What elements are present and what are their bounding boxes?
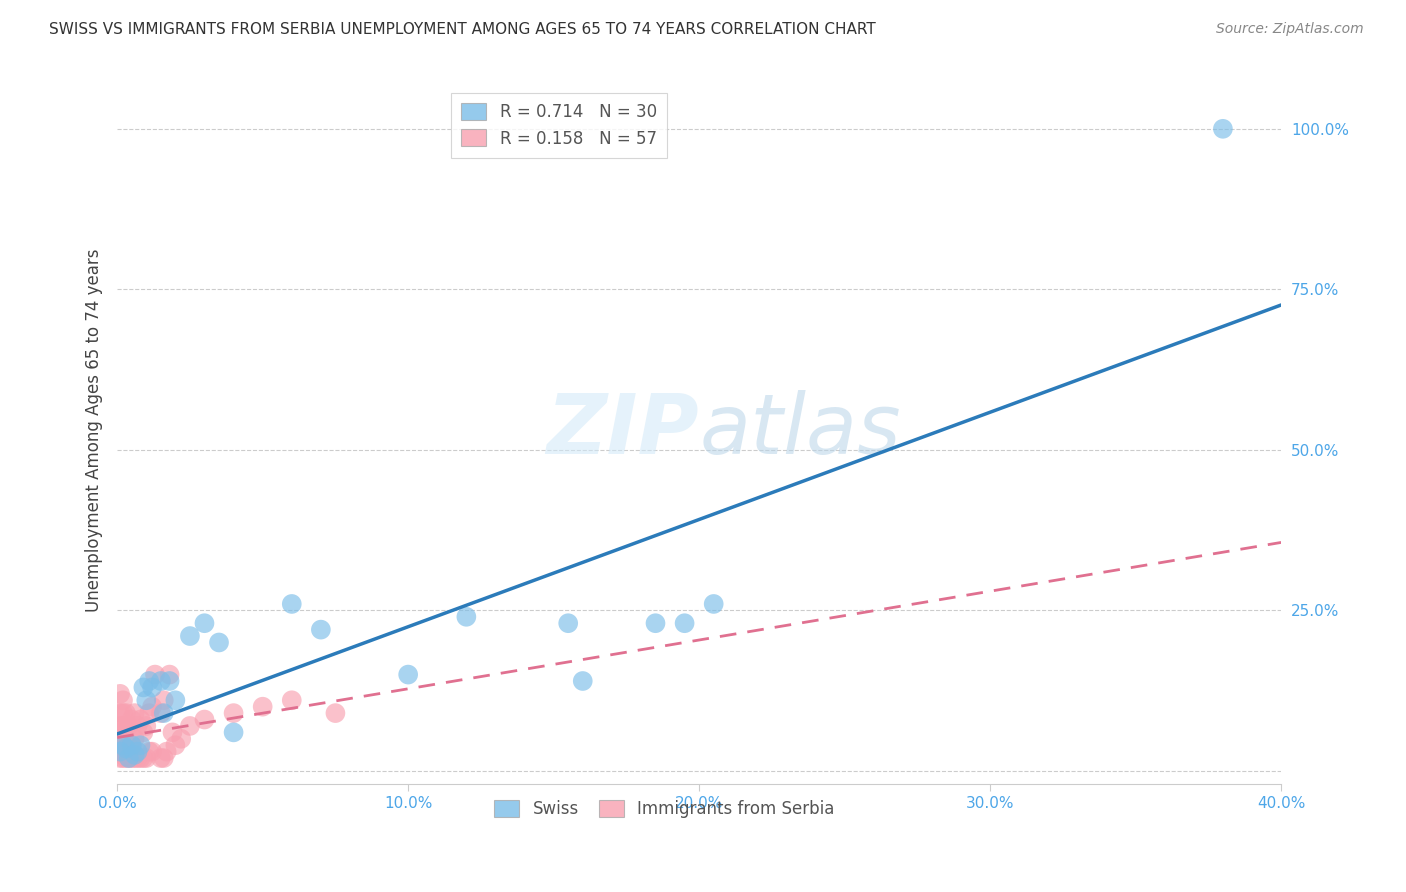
Point — [159, 673, 181, 688]
Point — [118, 738, 141, 752]
Point — [111, 719, 134, 733]
Point — [129, 713, 152, 727]
Point — [162, 725, 184, 739]
Point — [325, 706, 347, 720]
Point — [115, 731, 138, 746]
Point — [179, 629, 201, 643]
Point — [127, 751, 149, 765]
Point — [127, 719, 149, 733]
Y-axis label: Unemployment Among Ages 65 to 74 years: Unemployment Among Ages 65 to 74 years — [86, 249, 103, 612]
Point — [108, 751, 131, 765]
Point — [703, 597, 725, 611]
Point — [115, 751, 138, 765]
Point — [135, 719, 157, 733]
Point — [152, 693, 174, 707]
Text: SWISS VS IMMIGRANTS FROM SERBIA UNEMPLOYMENT AMONG AGES 65 TO 74 YEARS CORRELATI: SWISS VS IMMIGRANTS FROM SERBIA UNEMPLOY… — [49, 22, 876, 37]
Point — [121, 751, 143, 765]
Point — [143, 667, 166, 681]
Point — [281, 597, 304, 611]
Point — [118, 719, 141, 733]
Point — [141, 699, 163, 714]
Point — [252, 699, 274, 714]
Point — [108, 687, 131, 701]
Legend: Swiss, Immigrants from Serbia: Swiss, Immigrants from Serbia — [488, 793, 841, 825]
Point — [557, 616, 579, 631]
Point — [124, 731, 146, 746]
Point — [111, 751, 134, 765]
Point — [141, 681, 163, 695]
Point — [141, 745, 163, 759]
Point — [138, 745, 160, 759]
Point — [138, 706, 160, 720]
Point — [108, 738, 131, 752]
Point — [124, 706, 146, 720]
Point — [165, 738, 187, 752]
Point — [396, 667, 419, 681]
Point — [108, 745, 131, 759]
Point — [222, 725, 245, 739]
Point — [121, 738, 143, 752]
Point — [124, 747, 146, 762]
Point — [115, 719, 138, 733]
Point — [156, 745, 179, 759]
Point — [138, 673, 160, 688]
Point — [165, 693, 187, 707]
Point — [135, 693, 157, 707]
Point — [644, 616, 666, 631]
Point — [309, 623, 332, 637]
Point — [108, 745, 131, 759]
Point — [111, 738, 134, 752]
Point — [135, 751, 157, 765]
Point — [193, 616, 215, 631]
Point — [193, 713, 215, 727]
Point — [149, 751, 172, 765]
Point — [121, 738, 143, 752]
Point — [115, 741, 138, 756]
Point — [108, 706, 131, 720]
Point — [108, 731, 131, 746]
Point — [108, 719, 131, 733]
Text: ZIP: ZIP — [547, 390, 699, 471]
Point — [132, 725, 155, 739]
Point — [118, 751, 141, 765]
Point — [111, 745, 134, 759]
Point — [1212, 121, 1234, 136]
Point — [170, 731, 193, 746]
Point — [132, 681, 155, 695]
Point — [115, 745, 138, 759]
Point — [111, 731, 134, 746]
Point — [129, 751, 152, 765]
Point — [124, 751, 146, 765]
Point — [132, 751, 155, 765]
Point — [149, 706, 172, 720]
Point — [571, 673, 593, 688]
Point — [456, 609, 478, 624]
Point — [673, 616, 696, 631]
Point — [159, 667, 181, 681]
Point — [208, 635, 231, 649]
Point — [118, 751, 141, 765]
Point — [121, 713, 143, 727]
Point — [149, 673, 172, 688]
Point — [115, 706, 138, 720]
Point — [108, 725, 131, 739]
Point — [127, 745, 149, 759]
Point — [111, 738, 134, 752]
Text: Source: ZipAtlas.com: Source: ZipAtlas.com — [1216, 22, 1364, 37]
Point — [111, 706, 134, 720]
Point — [152, 751, 174, 765]
Point — [222, 706, 245, 720]
Point — [179, 719, 201, 733]
Point — [281, 693, 304, 707]
Point — [152, 706, 174, 720]
Text: atlas: atlas — [699, 390, 901, 471]
Point — [129, 738, 152, 752]
Point — [111, 693, 134, 707]
